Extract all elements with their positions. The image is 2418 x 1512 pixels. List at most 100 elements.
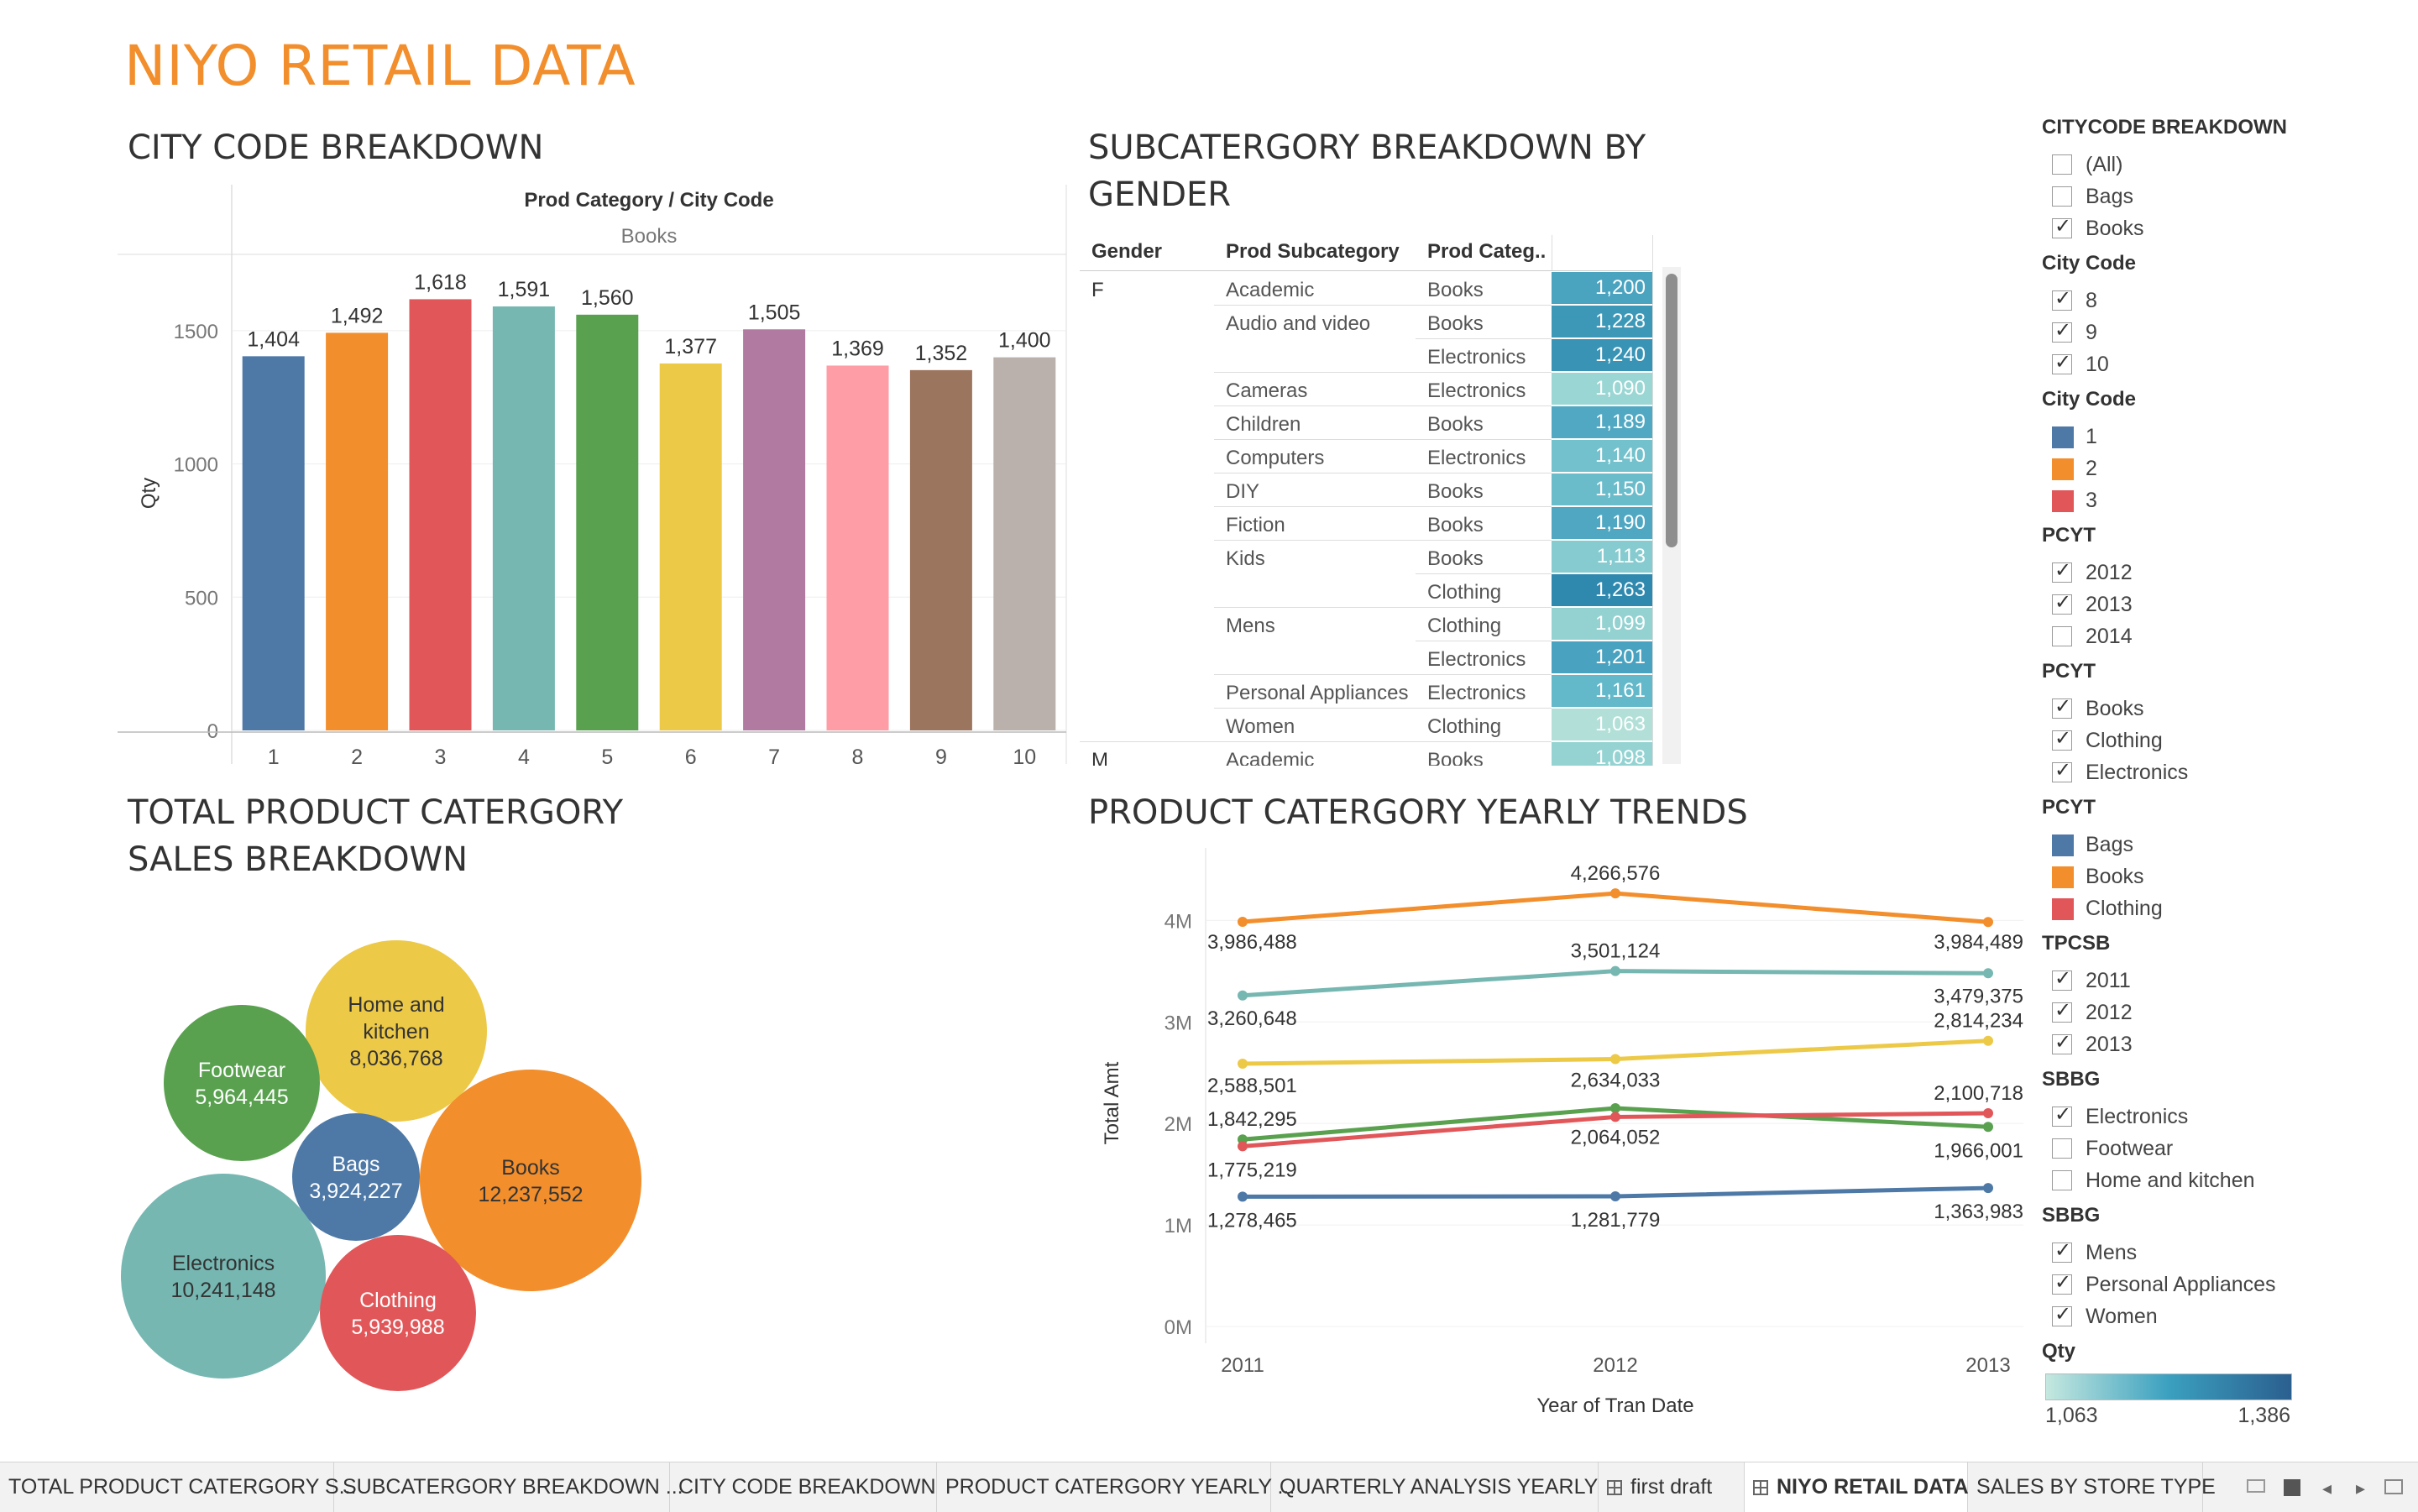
bar-city-8[interactable] — [826, 365, 889, 730]
sheet-tab[interactable]: SUBCATERGORY BREAKDOWN ... — [334, 1462, 683, 1512]
cell-qty[interactable]: 1,263 — [1552, 574, 1652, 606]
filter-item[interactable]: 10 — [2052, 350, 2388, 379]
table-row[interactable]: Computers Electronics 1,140 — [1080, 440, 1652, 473]
filter-item[interactable]: Footwear — [2052, 1137, 2388, 1164]
checkbox[interactable] — [2052, 590, 2072, 615]
table-row[interactable]: Electronics 1,201 — [1080, 641, 1652, 675]
column-header-gender[interactable]: Gender — [1091, 240, 1163, 263]
checkbox[interactable] — [2052, 1030, 2072, 1054]
bar-city-9[interactable] — [909, 369, 972, 730]
filter-item[interactable]: 2012 — [2052, 998, 2388, 1028]
sheet-tab[interactable]: PRODUCT CATERGORY YEARLY ... — [937, 1462, 1295, 1512]
trend-point[interactable] — [1610, 1054, 1620, 1065]
cell-qty[interactable]: 1,098 — [1552, 742, 1652, 766]
cell-qty[interactable]: 1,228 — [1552, 306, 1652, 337]
checkbox[interactable] — [2052, 758, 2072, 782]
checkbox[interactable] — [2052, 998, 2072, 1023]
bar-city-3[interactable] — [409, 299, 472, 730]
checkbox[interactable] — [2052, 318, 2072, 343]
bar-city-1[interactable] — [242, 356, 305, 730]
sheet-tab[interactable]: NIYO RETAIL DATA — [1745, 1462, 1969, 1512]
table-row[interactable]: Audio and video Books 1,228 — [1080, 306, 1652, 339]
trend-point[interactable] — [1983, 917, 1993, 928]
trend-point[interactable] — [1983, 1035, 1993, 1046]
bubble-books[interactable]: Books 12,237,552 — [420, 1070, 641, 1291]
trend-point[interactable] — [1983, 1183, 1993, 1194]
checkbox[interactable] — [2052, 966, 2072, 991]
table-row[interactable]: M Academic Books 1,098 — [1080, 742, 1652, 766]
trend-point[interactable] — [1238, 1059, 1248, 1070]
sheet-tab[interactable]: QUARTERLY ANALYSIS YEARLY — [1271, 1462, 1599, 1512]
sheet-tab[interactable]: TOTAL PRODUCT CATERGORY S... — [0, 1462, 356, 1512]
cell-qty[interactable]: 1,140 — [1552, 440, 1652, 472]
bubble-clothing[interactable]: Clothing 5,939,988 — [320, 1235, 476, 1391]
bar-city-7[interactable] — [743, 329, 806, 730]
checkbox[interactable] — [2052, 154, 2072, 175]
filter-item[interactable]: Electronics — [2052, 1102, 2388, 1132]
checkbox[interactable] — [2052, 1270, 2072, 1295]
bar-city-6[interactable] — [659, 363, 722, 730]
bubble-footwear[interactable]: Footwear 5,964,445 — [164, 1005, 320, 1161]
filter-item[interactable]: 2013 — [2052, 590, 2388, 620]
trend-point[interactable] — [1238, 990, 1248, 1001]
filter-item[interactable]: Mens — [2052, 1238, 2388, 1268]
filter-item[interactable]: Books — [2052, 214, 2388, 243]
table-row[interactable]: Electronics 1,240 — [1080, 339, 1652, 373]
checkbox[interactable] — [2052, 558, 2072, 583]
table-row[interactable]: Mens Clothing 1,099 — [1080, 608, 1652, 641]
checkbox[interactable] — [2052, 1170, 2072, 1190]
checkbox[interactable] — [2052, 694, 2072, 719]
filter-item[interactable]: Bags — [2052, 185, 2388, 212]
table-row[interactable]: DIY Books 1,150 — [1080, 473, 1652, 507]
cell-qty[interactable]: 1,099 — [1552, 608, 1652, 640]
first-sheet-icon[interactable]: ◂ — [2322, 1478, 2332, 1499]
column-header-subcategory[interactable]: Prod Subcategory — [1226, 240, 1400, 263]
filter-item[interactable]: Home and kitchen — [2052, 1169, 2388, 1195]
bar-city-5[interactable] — [576, 314, 639, 730]
cell-qty[interactable]: 1,150 — [1552, 473, 1652, 505]
filmstrip-view-icon[interactable] — [2284, 1479, 2300, 1496]
filter-item[interactable]: Clothing — [2052, 897, 2388, 923]
cell-qty[interactable]: 1,201 — [1552, 641, 1652, 673]
filter-item[interactable]: Bags — [2052, 833, 2388, 860]
sheet-tab[interactable]: CITY CODE BREAKDOWN — [670, 1462, 937, 1512]
filter-item[interactable]: 2013 — [2052, 1030, 2388, 1059]
heat-table-scrollbar[interactable] — [1666, 274, 1677, 547]
trend-point[interactable] — [1610, 888, 1620, 899]
filter-item[interactable]: (All) — [2052, 153, 2388, 180]
filter-item[interactable]: Electronics — [2052, 758, 2388, 787]
cell-qty[interactable]: 1,090 — [1552, 373, 1652, 405]
trend-point[interactable] — [1238, 916, 1248, 927]
checkbox[interactable] — [2052, 186, 2072, 207]
filter-item[interactable]: Books — [2052, 865, 2388, 892]
cell-qty[interactable]: 1,240 — [1552, 339, 1652, 371]
trend-point[interactable] — [1238, 1141, 1248, 1152]
filter-item[interactable]: Books — [2052, 694, 2388, 724]
filter-item[interactable]: 1 — [2052, 425, 2388, 452]
table-row[interactable]: Children Books 1,189 — [1080, 406, 1652, 440]
trend-point[interactable] — [1983, 1122, 1993, 1133]
bar-city-4[interactable] — [492, 306, 555, 730]
checkbox[interactable] — [2052, 350, 2072, 374]
trend-point[interactable] — [1238, 1191, 1248, 1202]
checkbox[interactable] — [2052, 726, 2072, 751]
filter-item[interactable]: 9 — [2052, 318, 2388, 348]
filter-item[interactable]: 2012 — [2052, 558, 2388, 588]
grid-view-icon[interactable] — [2247, 1479, 2265, 1493]
bar-city-10[interactable] — [993, 357, 1056, 730]
filter-item[interactable]: 8 — [2052, 286, 2388, 316]
filter-item[interactable]: 2014 — [2052, 625, 2388, 651]
filter-item[interactable]: 2011 — [2052, 966, 2388, 996]
trend-point[interactable] — [1610, 1191, 1620, 1202]
table-row[interactable]: Kids Books 1,113 — [1080, 541, 1652, 574]
column-header-category[interactable]: Prod Categ.. — [1427, 240, 1547, 263]
checkbox[interactable] — [2052, 1102, 2072, 1127]
checkbox[interactable] — [2052, 1238, 2072, 1263]
trend-point[interactable] — [1610, 965, 1620, 976]
table-row[interactable]: Cameras Electronics 1,090 — [1080, 373, 1652, 406]
cell-qty[interactable]: 1,063 — [1552, 709, 1652, 740]
presentation-mode-icon[interactable] — [2384, 1479, 2403, 1494]
bubble-home-and-kitchen[interactable]: Home and kitchen 8,036,768 — [306, 940, 487, 1122]
filter-item[interactable]: Women — [2052, 1302, 2388, 1332]
table-row[interactable]: Clothing 1,263 — [1080, 574, 1652, 608]
